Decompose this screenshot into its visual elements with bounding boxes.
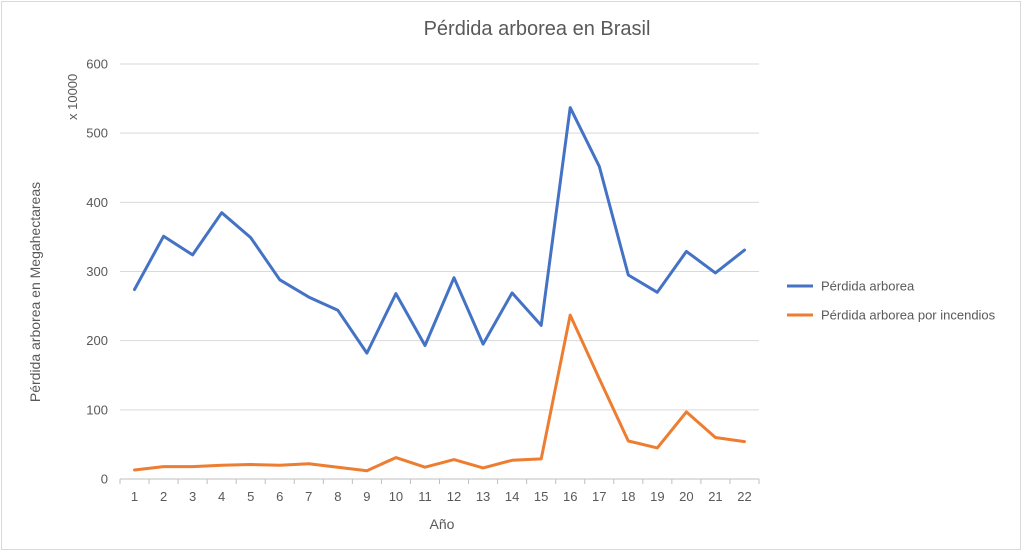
- series-line-2: [133, 313, 746, 473]
- legend-label-2: Pérdida arborea por incendios: [821, 308, 996, 323]
- y-tick-label: 0: [101, 472, 108, 487]
- x-tick-label: 15: [534, 489, 548, 504]
- y-tick-label: 300: [86, 264, 108, 279]
- y-axis-multiplier-label: x 10000: [65, 74, 80, 120]
- x-tick-label: 4: [218, 489, 225, 504]
- y-tick-label: 500: [86, 126, 108, 141]
- x-tick-label: 2: [160, 489, 167, 504]
- legend: Pérdida arborea Pérdida arborea por incen…: [787, 279, 996, 323]
- x-tick-label: 18: [621, 489, 635, 504]
- x-tick-label: 13: [476, 489, 490, 504]
- x-tick-label: 19: [650, 489, 664, 504]
- x-tick-label: 20: [679, 489, 693, 504]
- y-tick-label: 100: [86, 402, 108, 417]
- y-tick-label: 200: [86, 333, 108, 348]
- x-tick-label: 3: [189, 489, 196, 504]
- x-tick-label: 1: [131, 489, 138, 504]
- x-tick-label: 16: [563, 489, 577, 504]
- series-lines: [133, 106, 746, 473]
- x-tick-label: 8: [334, 489, 341, 504]
- x-tick-label: 7: [305, 489, 312, 504]
- y-tick-label: 600: [86, 57, 108, 72]
- y-axis-ticks: 0 100 200 300 400 500 600: [86, 57, 108, 487]
- x-axis-ticks: 1 2 3 4 5 6 7 8 9 10 11 12 13 14 15 16 17 18 19 20 21 22: [119, 479, 760, 504]
- x-tick-label: 9: [363, 489, 370, 504]
- x-axis-title: Año: [430, 516, 455, 532]
- x-tick-label: 14: [505, 489, 519, 504]
- x-tick-label: 6: [276, 489, 283, 504]
- y-axis-title: Pérdida arborea en Megahectareas: [27, 182, 43, 402]
- x-tick-label: 5: [247, 489, 254, 504]
- grid-lines: [120, 63, 759, 480]
- x-tick-label: 21: [708, 489, 722, 504]
- x-tick-label: 10: [389, 489, 403, 504]
- chart-title: Pérdida arborea en Brasil: [424, 18, 651, 40]
- y-tick-label: 400: [86, 195, 108, 210]
- x-tick-label: 11: [418, 489, 432, 504]
- x-tick-label: 22: [737, 489, 751, 504]
- legend-label-1: Pérdida arborea: [821, 279, 915, 294]
- x-tick-label: 17: [592, 489, 606, 504]
- series-line-1: [133, 106, 746, 355]
- x-tick-label: 12: [447, 489, 461, 504]
